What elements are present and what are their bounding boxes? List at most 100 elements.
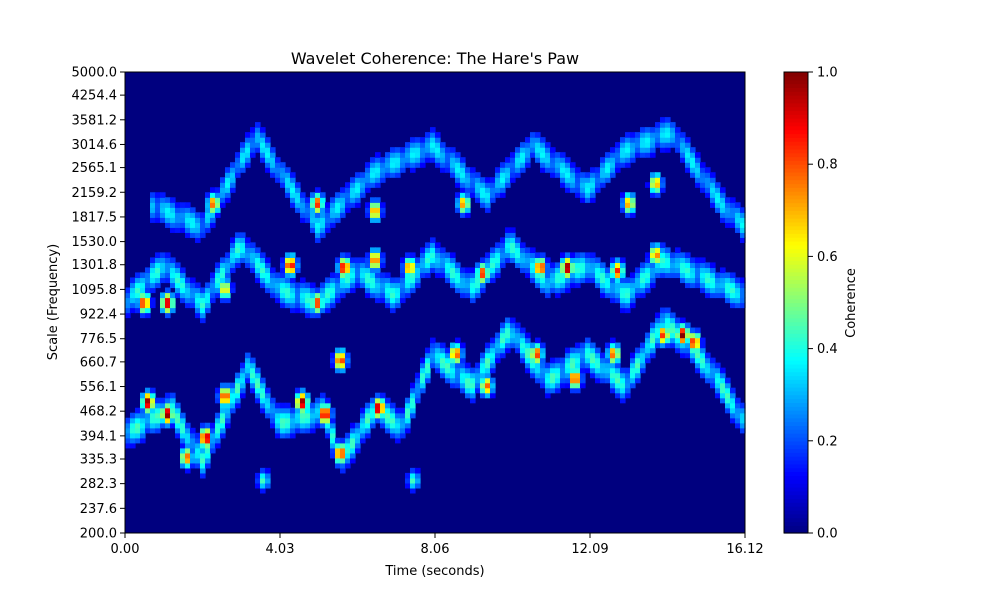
heatmap-cell [315,297,321,304]
heatmap-cell [490,262,496,269]
heatmap-cell [705,187,711,193]
heatmap-cell [530,357,536,364]
heatmap-cell [575,362,581,369]
heatmap-cell [390,307,396,314]
heatmap-cell [710,202,716,208]
heatmap-cell [380,257,386,264]
heatmap-cell [255,367,261,374]
heatmap-cell [245,162,251,168]
heatmap-cell [520,257,526,264]
heatmap-cell [265,277,271,284]
heatmap-cell [410,142,416,148]
heatmap-cell [480,382,486,389]
heatmap-cell [320,292,326,299]
heatmap-cell [530,367,536,374]
heatmap-cell [300,292,306,299]
heatmap-cell [265,467,271,474]
heatmap-cell [410,487,416,494]
heatmap-cell [380,282,386,289]
heatmap-cell [690,157,696,163]
heatmap-cell [505,322,511,329]
heatmap-cell [655,252,661,258]
colorbar-segment [784,371,808,377]
heatmap-cell [125,437,131,444]
heatmap-cell [315,287,321,294]
heatmap-cell [490,247,496,253]
heatmap-cell [660,117,666,123]
heatmap-cell [520,147,526,153]
heatmap-cell [690,352,696,359]
heatmap-cell [410,277,416,284]
heatmap-cell [635,277,641,284]
heatmap-cell [630,377,636,384]
heatmap-cell [305,427,311,434]
heatmap-cell [130,302,136,309]
heatmap-cell [660,142,666,148]
heatmap-cell [340,292,346,299]
heatmap-cell [270,152,276,158]
heatmap-cell [635,282,641,289]
heatmap-cell [535,267,541,274]
heatmap-cell [505,252,511,258]
heatmap-cell [185,437,191,444]
heatmap-cell [445,357,451,364]
heatmap-cell [680,332,686,339]
heatmap-cell [295,302,301,309]
heatmap-cell [285,427,291,434]
heatmap-cell [175,432,181,439]
heatmap-cell [275,177,281,183]
heatmap-cell [550,377,556,384]
heatmap-cell [660,337,666,344]
heatmap-cell [660,327,666,334]
heatmap-cell [380,292,386,299]
heatmap-cell [330,202,336,208]
heatmap-cell [335,202,341,208]
heatmap-cell [305,197,311,203]
heatmap-cell [705,292,711,299]
heatmap-cell [515,332,521,339]
heatmap-cell [560,377,566,384]
heatmap-cell [200,462,206,469]
heatmap-cell [235,242,241,248]
heatmap-cell [445,372,451,379]
heatmap-cell [580,272,586,279]
heatmap-cell [630,142,636,148]
heatmap-cell [290,182,296,188]
heatmap-cell [395,427,401,434]
heatmap-cell [570,377,576,384]
heatmap-cell [415,262,421,269]
heatmap-cell [555,292,561,299]
heatmap-cell [590,267,596,274]
heatmap-cell [415,387,421,394]
heatmap-cell [715,197,721,203]
colorbar-segment [784,398,808,403]
heatmap-cell [215,192,221,198]
heatmap-cell [580,357,586,364]
heatmap-cell [475,172,481,178]
heatmap-cell [460,282,466,289]
heatmap-cell [720,277,726,284]
heatmap-cell [570,272,576,279]
heatmap-cell [370,402,376,409]
heatmap-cell [725,382,731,389]
heatmap-cell [455,357,461,364]
heatmap-cell [605,167,611,173]
heatmap-cell [525,332,531,339]
heatmap-cell [495,182,501,188]
heatmap-cell [585,177,591,183]
heatmap-cell [205,447,211,454]
heatmap-cell [205,442,211,449]
heatmap-cell [455,372,461,379]
heatmap-cell [460,157,466,163]
heatmap-cell [150,412,156,419]
heatmap-cell [475,187,481,193]
heatmap-cell [680,262,686,269]
heatmap-cell [650,247,656,253]
heatmap-cell [255,252,261,258]
heatmap-cell [405,407,411,414]
heatmap-cell [655,122,661,128]
heatmap-cell [170,422,176,429]
heatmap-cell [310,422,316,429]
heatmap-cell [620,262,626,269]
heatmap-cell [205,422,211,429]
